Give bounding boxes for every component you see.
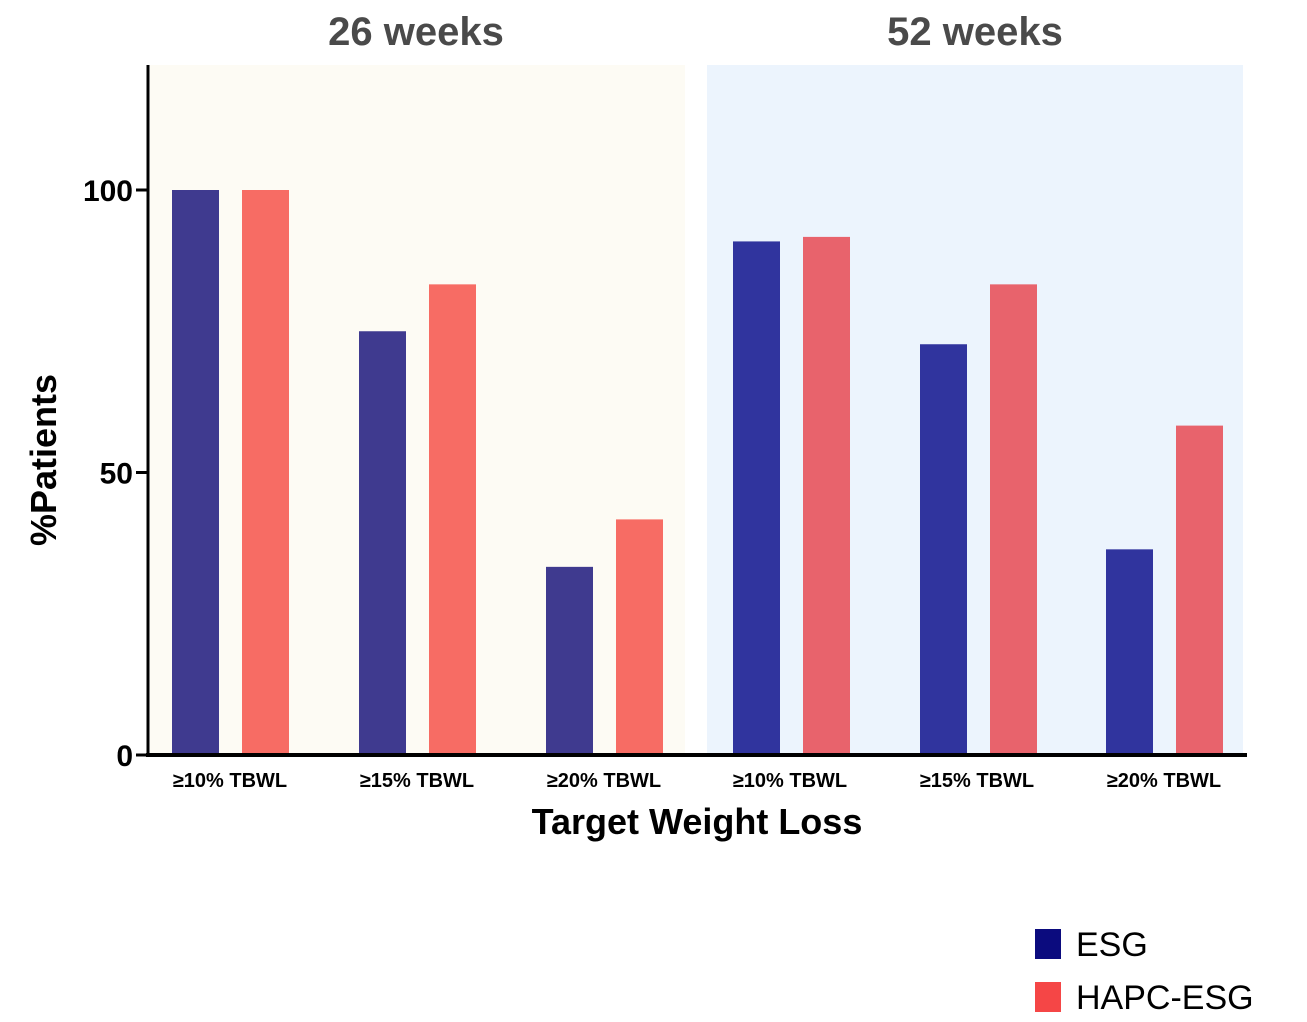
bar <box>990 284 1037 755</box>
bar <box>1176 425 1223 755</box>
legend: ESG HAPC-ESG <box>1035 926 1254 1017</box>
y-tick-label: 0 <box>116 740 133 773</box>
legend-label: HAPC-ESG <box>1076 979 1254 1017</box>
y-ticks: 0 50 100 <box>83 175 148 773</box>
category-label: ≥10% TBWL <box>733 770 847 792</box>
y-axis-title: %Patients <box>23 374 64 546</box>
category-label: ≥20% TBWL <box>547 770 661 792</box>
bar <box>546 566 593 755</box>
bar <box>429 284 476 755</box>
period-panels: 26 weeks 52 weeks <box>150 10 1243 755</box>
period-title: 26 weeks <box>328 10 504 54</box>
bar <box>616 519 663 755</box>
bar <box>1106 549 1153 755</box>
legend-label: ESG <box>1076 926 1148 964</box>
legend-swatch <box>1035 929 1061 959</box>
period-panel-bg <box>150 65 685 755</box>
period-panel-bg <box>707 65 1243 755</box>
legend-swatch <box>1035 982 1061 1012</box>
axes <box>146 65 1247 757</box>
category-label: ≥20% TBWL <box>1107 770 1221 792</box>
period-title: 52 weeks <box>887 10 1063 54</box>
bar <box>920 344 967 755</box>
bar <box>359 331 406 755</box>
bar <box>803 236 850 755</box>
category-label: ≥15% TBWL <box>920 770 1034 792</box>
bar <box>733 241 780 756</box>
bar <box>242 190 289 755</box>
x-axis-title: Target Weight Loss <box>532 801 863 842</box>
bars <box>172 190 1223 756</box>
category-label: ≥10% TBWL <box>173 770 287 792</box>
category-labels: ≥10% TBWL ≥15% TBWL ≥20% TBWL ≥10% TBWL ≥15%… <box>173 770 1221 792</box>
bar <box>172 190 219 755</box>
y-tick-label: 50 <box>100 458 133 491</box>
y-tick-label: 100 <box>83 175 133 208</box>
category-label: ≥15% TBWL <box>360 770 474 792</box>
